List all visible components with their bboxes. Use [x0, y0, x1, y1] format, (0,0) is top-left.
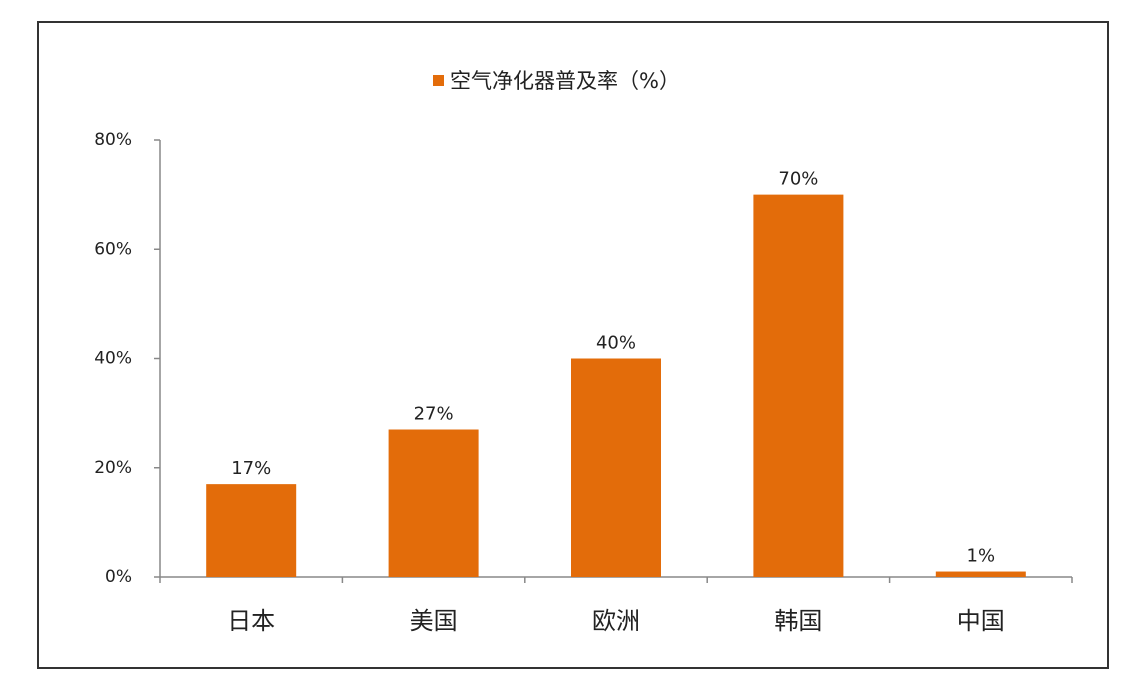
- x-tick-label: 欧洲: [592, 607, 640, 635]
- value-label: 17%: [231, 458, 271, 479]
- y-tick-label: 60%: [94, 239, 132, 259]
- bar: [571, 358, 661, 577]
- bar: [388, 429, 479, 577]
- bar: [206, 484, 297, 577]
- x-tick-label: 美国: [410, 607, 458, 635]
- x-tick-label: 日本: [227, 607, 275, 635]
- y-tick-label: 80%: [94, 130, 132, 150]
- bar: [753, 194, 844, 577]
- value-label: 70%: [778, 169, 818, 190]
- value-label: 40%: [596, 333, 636, 354]
- y-tick-label: 40%: [94, 349, 132, 369]
- y-tick-label: 20%: [94, 458, 132, 478]
- bar: [935, 571, 1026, 577]
- legend-label: 空气净化器普及率（%）: [450, 69, 680, 93]
- x-tick-label: 韩国: [774, 607, 822, 635]
- value-label: 1%: [967, 546, 996, 567]
- value-label: 27%: [414, 404, 454, 425]
- x-tick-label: 中国: [957, 607, 1005, 635]
- y-tick-label: 0%: [105, 567, 132, 587]
- legend-swatch: [433, 75, 444, 86]
